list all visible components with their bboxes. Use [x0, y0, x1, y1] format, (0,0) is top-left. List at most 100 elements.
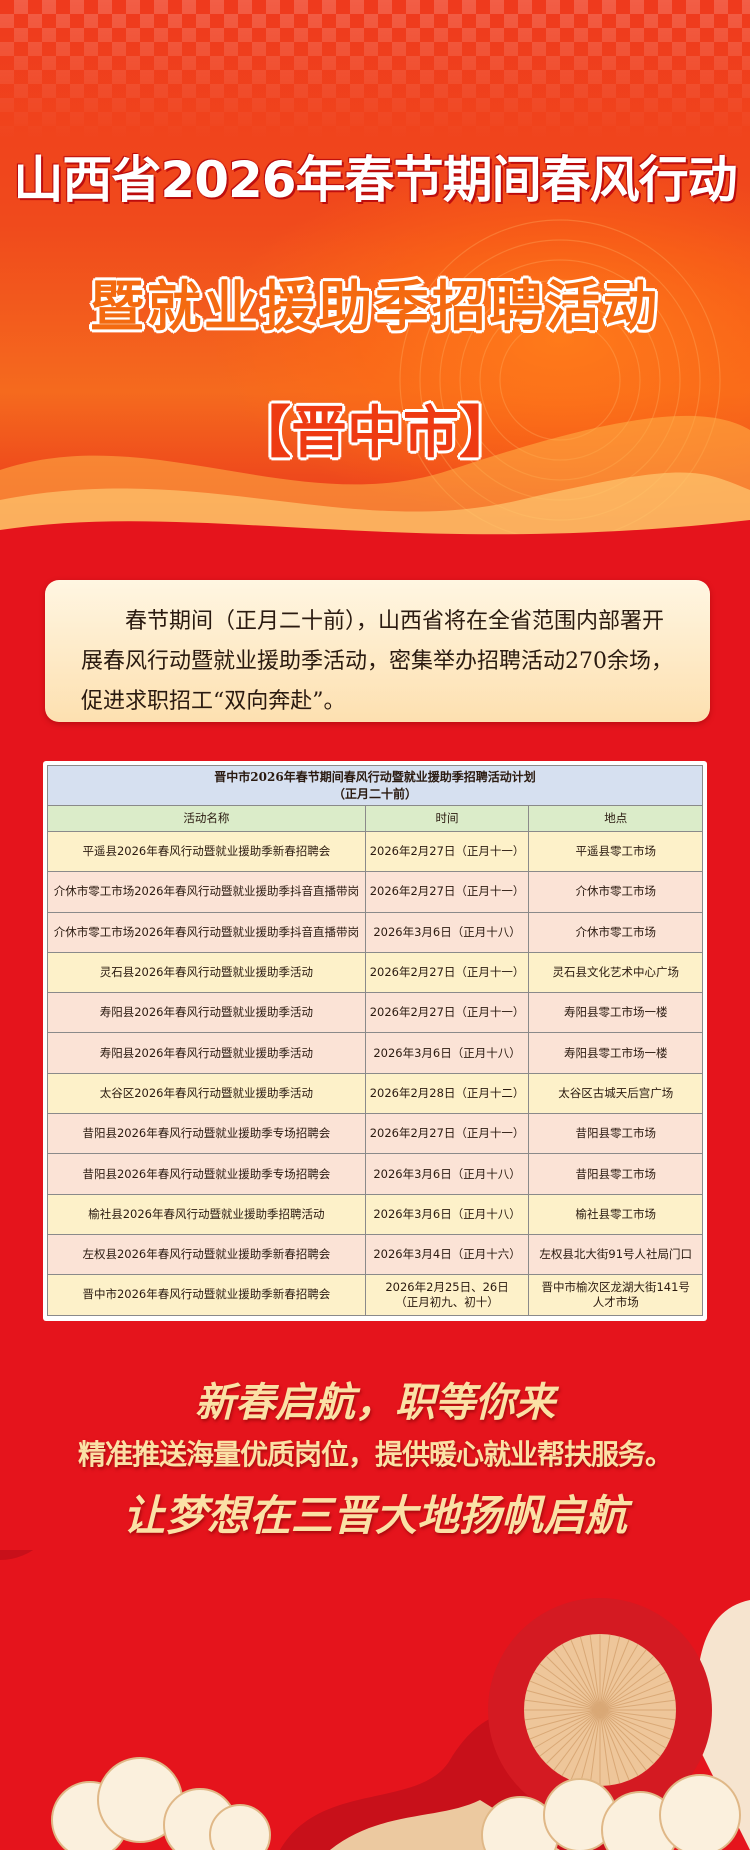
- cell-time: 2026年3月6日（正月十八）: [364, 1193, 530, 1235]
- title-city: 【晋中市】: [235, 401, 515, 466]
- hero-banner: 山西省2026年春节期间春风行动 暨就业援助季招聘活动 【晋中市】: [0, 0, 750, 560]
- wave-decoration: [0, 219, 750, 560]
- cell-name-text: 介休市零工市场2026年春风行动暨就业援助季抖音直播带岗: [53, 884, 359, 899]
- checker-pattern: [0, 0, 750, 140]
- cell-time-text: 2026年3月6日（正月十八）: [373, 1206, 521, 1221]
- cell-place: 太谷区古城天后宫广场: [528, 1072, 703, 1115]
- cell-place: 介休市零工市场: [528, 871, 703, 913]
- table-row: 介休市零工市场2026年春风行动暨就业援助季抖音直播带岗 2026年2月27日（正…: [47, 871, 703, 913]
- cell-time-text: 2026年2月25日、26日: [385, 1279, 509, 1294]
- cell-time-text: 2026年3月6日（正月十八）: [373, 924, 521, 939]
- cell-time-text: 2026年3月4日（正月十六）: [373, 1247, 521, 1262]
- cell-name: 昔阳县2026年春风行动暨就业援助季专场招聘会: [47, 1113, 366, 1155]
- table-row: 晋中市2026年春风行动暨就业援助季新春招聘会 2026年2月25日、26日 （正月…: [47, 1274, 703, 1316]
- cell-time: 2026年3月6日（正月十八）: [364, 1153, 530, 1195]
- cell-time: 2026年2月27日（正月十一）: [364, 830, 530, 873]
- cell-time: 2026年3月6日（正月十八）: [364, 1032, 530, 1074]
- cell-time-text: 2026年2月27日（正月十一）: [369, 844, 525, 859]
- activity-schedule-table: 晋中市2026年春节期间春风行动暨就业援助季招聘活动计划 （正月二十前） 活动名…: [47, 765, 703, 1316]
- cell-place-text: 昔阳县零工市场: [575, 1126, 656, 1141]
- table-row: 昔阳县2026年春风行动暨就业援助季专场招聘会 2026年2月27日（正月十一） 昔…: [47, 1113, 703, 1155]
- cell-place-text: 榆社县零工市场: [575, 1206, 656, 1221]
- table-row: 榆社县2026年春风行动暨就业援助季招聘活动 2026年3月6日（正月十八） 榆社县…: [47, 1193, 703, 1235]
- cell-name-text: 平遥县2026年春风行动暨就业援助季新春招聘会: [82, 844, 331, 859]
- cell-time: 2026年2月27日（正月十一）: [364, 1113, 530, 1155]
- cell-name: 灵石县2026年春风行动暨就业援助季活动: [47, 951, 366, 994]
- table-caption: 晋中市2026年春节期间春风行动暨就业援助季招聘活动计划 （正月二十前）: [47, 765, 703, 806]
- title-line-2: 暨就业援助季招聘活动: [90, 275, 660, 338]
- cell-name: 昔阳县2026年春风行动暨就业援助季专场招聘会: [47, 1153, 366, 1195]
- cell-place-text: 左权县北大街91号人社局门口: [539, 1247, 693, 1262]
- table-row: 寿阳县2026年春风行动暨就业援助季活动 2026年3月6日（正月十八） 寿阳县零工…: [47, 1032, 703, 1074]
- cell-time: 2026年3月4日（正月十六）: [364, 1233, 530, 1276]
- cell-place-text: 介休市零工市场: [575, 924, 656, 939]
- cell-name-text: 太谷区2026年春风行动暨就业援助季活动: [99, 1085, 313, 1100]
- cell-time: 2026年2月27日（正月十一）: [364, 992, 530, 1034]
- cell-name-text: 榆社县2026年春风行动暨就业援助季招聘活动: [88, 1206, 325, 1221]
- table-row: 左权县2026年春风行动暨就业援助季新春招聘会 2026年3月4日（正月十六） 左权…: [47, 1233, 703, 1276]
- cell-name: 太谷区2026年春风行动暨就业援助季活动: [47, 1072, 366, 1115]
- cell-place-text: 灵石县文化艺术中心广场: [552, 965, 679, 980]
- cell-place: 昔阳县零工市场: [528, 1113, 703, 1155]
- cell-time: 2026年2月28日（正月十二）: [364, 1072, 530, 1115]
- cell-time: 2026年2月25日、26日 （正月初九、初十）: [364, 1274, 530, 1316]
- cell-name-text: 晋中市2026年春风行动暨就业援助季新春招聘会: [82, 1287, 331, 1302]
- cell-name-text: 寿阳县2026年春风行动暨就业援助季活动: [99, 1045, 313, 1060]
- cell-name-text: 灵石县2026年春风行动暨就业援助季活动: [99, 965, 313, 980]
- cell-place: 平遥县零工市场: [528, 830, 703, 873]
- table-row: 介休市零工市场2026年春风行动暨就业援助季抖音直播带岗 2026年3月6日（正月…: [47, 911, 703, 953]
- column-header-name: 活动名称: [47, 805, 366, 832]
- slogan-line-1: 新春启航，职等你来: [195, 1379, 555, 1426]
- cell-time-text: 2026年2月27日（正月十一）: [369, 1005, 525, 1020]
- title-line-1: 山西省2026年春节期间春风行动: [13, 151, 737, 209]
- cell-name: 榆社县2026年春风行动暨就业援助季招聘活动: [47, 1193, 366, 1235]
- table-caption-line1: 晋中市2026年春节期间春风行动暨就业援助季招聘活动计划: [214, 769, 536, 784]
- cell-name: 寿阳县2026年春风行动暨就业援助季活动: [47, 992, 366, 1034]
- cell-time: 2026年2月27日（正月十一）: [364, 871, 530, 913]
- column-header-place: 地点: [528, 805, 703, 832]
- cell-name-text: 寿阳县2026年春风行动暨就业援助季活动: [99, 1005, 313, 1020]
- cell-place-text: 人才市场: [592, 1294, 639, 1309]
- cell-name: 平遥县2026年春风行动暨就业援助季新春招聘会: [47, 830, 366, 873]
- cell-place: 左权县北大街91号人社局门口: [528, 1233, 703, 1276]
- cell-time-text: 2026年2月27日（正月十一）: [369, 1126, 525, 1141]
- cell-name: 寿阳县2026年春风行动暨就业援助季活动: [47, 1032, 366, 1074]
- cell-place: 昔阳县零工市场: [528, 1153, 703, 1195]
- cell-place-text: 昔阳县零工市场: [575, 1166, 656, 1181]
- cell-time: 2026年3月6日（正月十八）: [364, 911, 530, 953]
- cell-place: 寿阳县零工市场一楼: [528, 992, 703, 1034]
- table-caption-line2: （正月二十前）: [332, 786, 417, 801]
- cell-place-text: 介休市零工市场: [575, 884, 656, 899]
- cell-name-text: 昔阳县2026年春风行动暨就业援助季专场招聘会: [82, 1166, 331, 1181]
- slogan-line-3: 让梦想在三晋大地扬帆启航: [122, 1491, 627, 1540]
- cell-place: 榆社县零工市场: [528, 1193, 703, 1235]
- cell-name: 介休市零工市场2026年春风行动暨就业援助季抖音直播带岗: [47, 871, 366, 913]
- cell-place: 寿阳县零工市场一楼: [528, 1032, 703, 1074]
- cell-place: 灵石县文化艺术中心广场: [528, 951, 703, 994]
- cell-time-text: 2026年3月6日（正月十八）: [373, 1166, 521, 1181]
- cell-place-text: 寿阳县零工市场一楼: [563, 1005, 668, 1020]
- cell-time-text: 2026年2月27日（正月十一）: [369, 965, 525, 980]
- intro-text-box: 春节期间（正月二十前），山西省将在全省范围内部署开展春风行动暨就业援助季活动，密…: [45, 580, 710, 722]
- slogan-line-2: 精准推送海量优质岗位，提供暖心就业帮扶服务。: [77, 1438, 673, 1471]
- table-row: 平遥县2026年春风行动暨就业援助季新春招聘会 2026年2月27日（正月十一） 平…: [47, 830, 703, 873]
- cell-place-text: 寿阳县零工市场一楼: [563, 1045, 668, 1060]
- cell-name-text: 介休市零工市场2026年春风行动暨就业援助季抖音直播带岗: [53, 924, 359, 939]
- table-row: 昔阳县2026年春风行动暨就业援助季专场招聘会 2026年3月6日（正月十八） 昔阳…: [47, 1153, 703, 1195]
- cell-name: 左权县2026年春风行动暨就业援助季新春招聘会: [47, 1233, 366, 1276]
- cell-time-text: 2026年3月6日（正月十八）: [373, 1045, 521, 1060]
- cell-time: 2026年2月27日（正月十一）: [364, 951, 530, 994]
- paper-fan-cloud-decoration: [0, 1550, 750, 1850]
- cell-name-text: 昔阳县2026年春风行动暨就业援助季专场招聘会: [82, 1126, 331, 1141]
- cell-place: 介休市零工市场: [528, 911, 703, 953]
- cell-name: 介休市零工市场2026年春风行动暨就业援助季抖音直播带岗: [47, 911, 366, 953]
- cell-time-text: （正月初九、初十）: [395, 1294, 499, 1309]
- table-row: 太谷区2026年春风行动暨就业援助季活动 2026年2月28日（正月十二） 太谷区古…: [47, 1072, 703, 1115]
- cell-place-text: 平遥县零工市场: [575, 844, 656, 859]
- cell-time-text: 2026年2月27日（正月十一）: [369, 884, 525, 899]
- cell-place-text: 太谷区古城天后宫广场: [558, 1085, 674, 1100]
- cell-place: 晋中市榆次区龙湖大街141号 人才市场: [528, 1274, 703, 1316]
- cell-place-text: 晋中市榆次区龙湖大街141号: [541, 1279, 690, 1294]
- cell-name-text: 左权县2026年春风行动暨就业援助季新春招聘会: [82, 1247, 331, 1262]
- table-row: 寿阳县2026年春风行动暨就业援助季活动 2026年2月27日（正月十一） 寿阳县零…: [47, 992, 703, 1034]
